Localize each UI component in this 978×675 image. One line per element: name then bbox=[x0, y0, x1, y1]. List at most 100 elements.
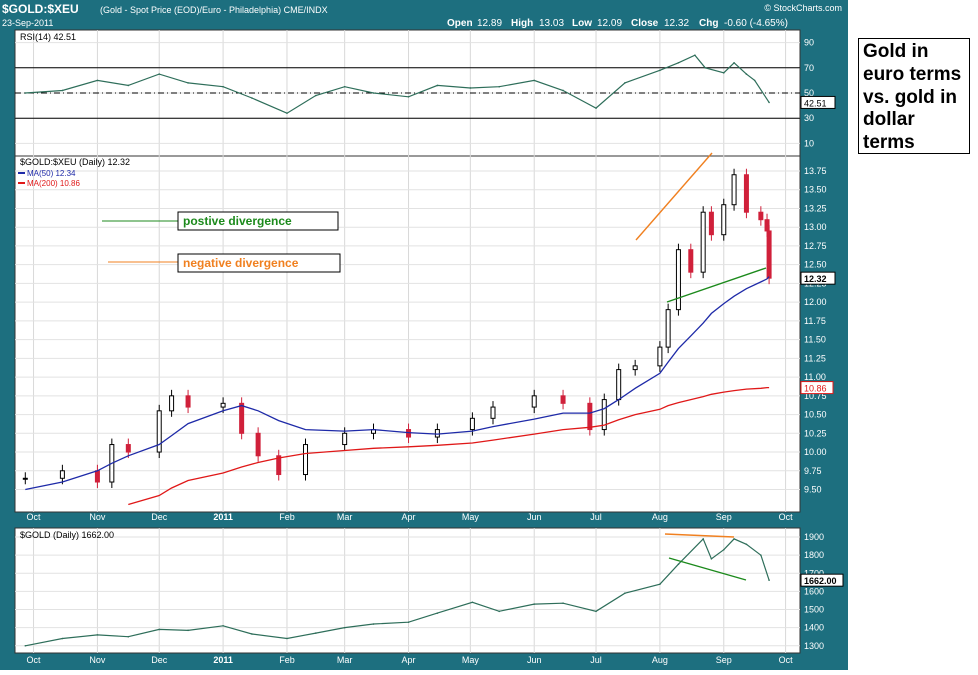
candle-body bbox=[587, 402, 593, 431]
price-tick-label: 10.75 bbox=[804, 391, 827, 401]
gold-usd-point bbox=[158, 628, 161, 631]
x-tick-label: Mar bbox=[337, 512, 353, 522]
candle-body bbox=[721, 204, 727, 236]
gold-usd-point bbox=[436, 612, 439, 614]
candle-body bbox=[255, 432, 261, 457]
rsi-point bbox=[286, 112, 288, 114]
gold-usd-point bbox=[562, 602, 564, 604]
candle-body bbox=[303, 444, 309, 476]
candle-body bbox=[764, 219, 770, 232]
candle-body bbox=[743, 174, 749, 213]
rsi-point bbox=[127, 84, 130, 87]
rsi-point bbox=[533, 79, 536, 82]
gold-usd-point bbox=[407, 621, 410, 624]
usd-tick-label: 1700 bbox=[804, 568, 824, 578]
gold-usd-point bbox=[96, 634, 99, 636]
candle-body bbox=[125, 444, 131, 453]
x-tick-label: Oct bbox=[27, 512, 42, 522]
candle-body bbox=[632, 365, 638, 371]
x-tick-label: Nov bbox=[89, 655, 106, 665]
x-tick-label: Apr bbox=[402, 655, 416, 665]
rsi-point bbox=[24, 92, 27, 94]
rsi-point bbox=[722, 72, 725, 74]
rsi-layer: RSI(14) 42.51 bbox=[15, 32, 800, 119]
gold-usd-point bbox=[127, 635, 130, 638]
rsi-tick-label: 30 bbox=[804, 113, 814, 123]
x-tick-label: May bbox=[462, 655, 480, 665]
candle-body bbox=[434, 429, 440, 438]
rsi-point bbox=[659, 69, 661, 72]
ma50-line bbox=[25, 276, 770, 491]
gold-usd-point bbox=[222, 625, 224, 627]
close-label: Close bbox=[631, 18, 659, 29]
price-value-label: 12.32 bbox=[804, 274, 827, 284]
rsi-point bbox=[158, 73, 161, 75]
candle-body bbox=[665, 309, 671, 348]
price-tick-label: 9.50 bbox=[804, 485, 822, 495]
gold-usd-point bbox=[471, 601, 474, 604]
x-tick-label: Mar bbox=[337, 655, 353, 665]
chart-frame: $GOLD:$XEU (Gold - Spot Price (EOD)/Euro… bbox=[0, 0, 848, 670]
price-tick-label: 13.75 bbox=[804, 166, 827, 176]
usd-value-label: 1662.00 bbox=[804, 576, 837, 586]
candle-body bbox=[700, 211, 706, 273]
price-tick-label: 10.00 bbox=[804, 447, 827, 457]
usd-positive-divergence-line bbox=[668, 557, 747, 581]
x-tick-label: Oct bbox=[27, 655, 42, 665]
low-label: Low bbox=[572, 18, 592, 29]
price-tick-label: 13.25 bbox=[804, 203, 827, 213]
price-tick-label: 9.75 bbox=[804, 466, 822, 476]
candle-body bbox=[531, 395, 537, 408]
gold-usd-point bbox=[315, 632, 317, 634]
rsi-point bbox=[187, 82, 189, 84]
x-tick-label: Oct bbox=[779, 512, 794, 522]
candle-body bbox=[601, 399, 607, 431]
rsi-point bbox=[436, 84, 439, 87]
usd-tick-label: 1600 bbox=[804, 586, 824, 596]
rsi-point bbox=[251, 97, 253, 99]
negative-divergence-line bbox=[635, 152, 713, 241]
x-tick-label: Aug bbox=[652, 512, 668, 522]
x-tick-label: Oct bbox=[779, 655, 794, 665]
gold-usd-point bbox=[659, 583, 661, 585]
usd-tick-label: 1500 bbox=[804, 605, 824, 615]
usd-tick-label: 1900 bbox=[804, 532, 824, 542]
gold-usd-point bbox=[768, 579, 770, 581]
gold-usd-point bbox=[722, 548, 725, 551]
gold-usd-point bbox=[251, 633, 253, 635]
candle-body bbox=[657, 346, 663, 367]
gold-usd-panel bbox=[14, 527, 801, 654]
price-tick-label: 10.25 bbox=[804, 428, 827, 438]
rsi-point bbox=[733, 61, 735, 64]
x-tick-label: Dec bbox=[151, 655, 168, 665]
gold-usd-point bbox=[733, 538, 735, 540]
candle-body bbox=[342, 432, 348, 446]
candle-body bbox=[758, 211, 764, 221]
candle-body bbox=[560, 395, 566, 404]
annotation-note: Gold in euro terms vs. gold in dollar te… bbox=[858, 38, 970, 154]
rsi-point bbox=[222, 85, 224, 88]
usd-tick-label: 1800 bbox=[804, 550, 824, 560]
open-value: 12.89 bbox=[477, 18, 502, 29]
rsi-point bbox=[469, 87, 472, 89]
candle-body bbox=[185, 395, 191, 408]
rsi-point bbox=[343, 85, 346, 88]
price-tick-label: 11.75 bbox=[804, 316, 826, 326]
candle-body bbox=[766, 230, 772, 279]
gold-usd-point bbox=[677, 563, 680, 566]
rsi-point bbox=[595, 107, 597, 109]
high-value: 13.03 bbox=[539, 18, 564, 29]
rsi-point bbox=[753, 79, 756, 82]
gold-usd-point bbox=[745, 543, 748, 546]
chart-date: 23-Sep-2011 bbox=[2, 18, 53, 28]
x-tick-label: 2011 bbox=[213, 512, 233, 522]
rsi-tick-label: 90 bbox=[804, 38, 814, 48]
rsi-point bbox=[745, 73, 748, 75]
rsi-point bbox=[562, 89, 564, 92]
rsi-point bbox=[677, 61, 680, 64]
rsi-point bbox=[315, 94, 317, 97]
positive-divergence-line bbox=[666, 267, 767, 303]
negative-legend-box bbox=[177, 253, 341, 273]
chart-symbol: $GOLD:$XEU bbox=[2, 2, 79, 16]
